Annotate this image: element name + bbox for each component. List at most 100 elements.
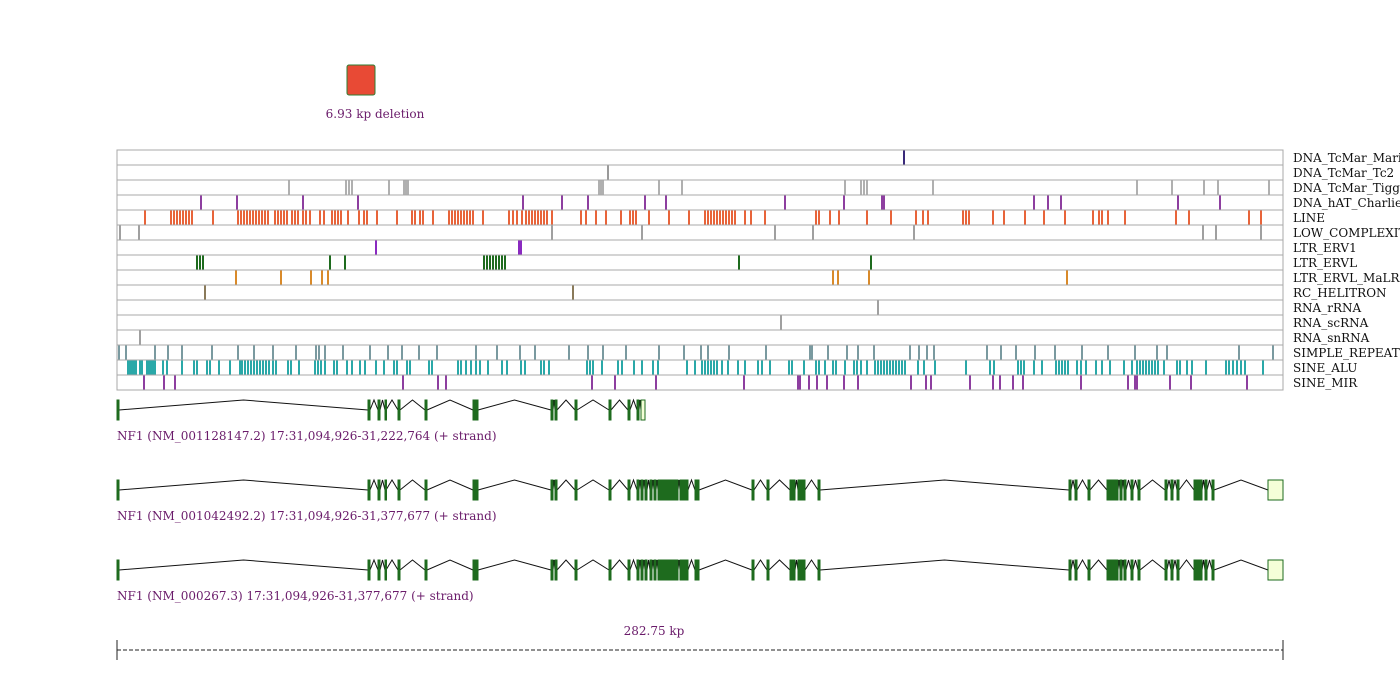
repeat-element[interactable] — [135, 360, 137, 375]
repeat-element[interactable] — [280, 210, 282, 225]
exon[interactable] — [682, 559, 686, 581]
repeat-element[interactable] — [540, 360, 542, 375]
repeat-element[interactable] — [181, 345, 183, 360]
repeat-element[interactable] — [419, 210, 421, 225]
repeat-element[interactable] — [418, 345, 420, 360]
repeat-element[interactable] — [237, 210, 239, 225]
exon[interactable] — [397, 479, 401, 501]
repeat-element[interactable] — [969, 375, 971, 390]
repeat-element[interactable] — [657, 360, 659, 375]
repeat-element[interactable] — [913, 225, 915, 240]
repeat-element[interactable] — [154, 345, 156, 360]
utr-block[interactable] — [640, 399, 646, 421]
repeat-element[interactable] — [635, 210, 637, 225]
repeat-element[interactable] — [585, 210, 587, 225]
exon[interactable] — [653, 479, 657, 501]
repeat-element[interactable] — [551, 225, 553, 240]
repeat-element[interactable] — [324, 360, 326, 375]
exon[interactable] — [666, 479, 670, 501]
repeat-element[interactable] — [866, 360, 868, 375]
repeat-element[interactable] — [811, 345, 813, 360]
repeat-element[interactable] — [600, 180, 602, 195]
repeat-element[interactable] — [1003, 210, 1005, 225]
repeat-element[interactable] — [345, 180, 347, 195]
repeat-element[interactable] — [139, 360, 141, 375]
repeat-element[interactable] — [1064, 360, 1066, 375]
repeat-element[interactable] — [761, 360, 763, 375]
repeat-element[interactable] — [534, 345, 536, 360]
exon[interactable] — [751, 559, 755, 581]
repeat-element[interactable] — [737, 360, 739, 375]
exon[interactable] — [377, 559, 381, 581]
repeat-element[interactable] — [898, 360, 900, 375]
repeat-element[interactable] — [520, 360, 522, 375]
repeat-element[interactable] — [641, 360, 643, 375]
repeat-element[interactable] — [992, 210, 994, 225]
repeat-element[interactable] — [668, 210, 670, 225]
repeat-element[interactable] — [314, 360, 316, 375]
exon[interactable] — [636, 399, 640, 421]
repeat-element[interactable] — [1107, 345, 1109, 360]
repeat-element[interactable] — [315, 345, 317, 360]
exon[interactable] — [384, 399, 387, 421]
repeat-element[interactable] — [716, 210, 718, 225]
repeat-element[interactable] — [1244, 360, 1246, 375]
repeat-element[interactable] — [486, 255, 488, 270]
repeat-element[interactable] — [829, 210, 831, 225]
repeat-element[interactable] — [470, 360, 472, 375]
repeat-element[interactable] — [1203, 180, 1205, 195]
exon[interactable] — [1087, 559, 1091, 581]
exon[interactable] — [384, 479, 387, 501]
repeat-element[interactable] — [342, 345, 344, 360]
repeat-element[interactable] — [744, 360, 746, 375]
exon[interactable] — [472, 399, 476, 421]
repeat-element[interactable] — [1219, 195, 1221, 210]
repeat-element[interactable] — [962, 210, 964, 225]
repeat-element[interactable] — [721, 360, 723, 375]
repeat-element[interactable] — [784, 195, 786, 210]
repeat-element[interactable] — [1260, 210, 1262, 225]
repeat-element[interactable] — [791, 360, 793, 375]
exon[interactable] — [1115, 479, 1119, 501]
repeat-element[interactable] — [235, 270, 237, 285]
exon[interactable] — [1123, 559, 1127, 581]
repeat-element[interactable] — [127, 360, 129, 375]
exon[interactable] — [475, 559, 479, 581]
exon[interactable] — [424, 559, 428, 581]
repeat-element[interactable] — [922, 210, 924, 225]
repeat-element[interactable] — [1054, 345, 1056, 360]
repeat-element[interactable] — [261, 210, 263, 225]
repeat-element[interactable] — [629, 210, 631, 225]
repeat-element[interactable] — [268, 360, 270, 375]
repeat-element[interactable] — [375, 360, 377, 375]
repeat-element[interactable] — [744, 210, 746, 225]
repeat-element[interactable] — [1134, 375, 1136, 390]
repeat-element[interactable] — [119, 225, 121, 240]
repeat-element[interactable] — [522, 195, 524, 210]
repeat-element[interactable] — [780, 315, 782, 330]
repeat-element[interactable] — [302, 195, 304, 210]
exon[interactable] — [660, 479, 664, 501]
exon[interactable] — [367, 479, 371, 501]
repeat-element[interactable] — [1033, 360, 1035, 375]
repeat-element[interactable] — [681, 180, 683, 195]
exon[interactable] — [367, 559, 371, 581]
repeat-element[interactable] — [918, 345, 920, 360]
repeat-element[interactable] — [895, 360, 897, 375]
exon[interactable] — [663, 559, 667, 581]
exon[interactable] — [1074, 559, 1078, 581]
repeat-element[interactable] — [200, 195, 202, 210]
repeat-element[interactable] — [432, 210, 434, 225]
exon[interactable] — [384, 559, 387, 581]
repeat-element[interactable] — [621, 360, 623, 375]
repeat-element[interactable] — [212, 210, 214, 225]
exon[interactable] — [672, 479, 676, 501]
exon[interactable] — [424, 399, 428, 421]
repeat-element[interactable] — [1260, 225, 1262, 240]
repeat-element[interactable] — [1134, 345, 1136, 360]
repeat-element[interactable] — [259, 360, 261, 375]
repeat-element[interactable] — [246, 210, 248, 225]
repeat-element[interactable] — [1095, 360, 1097, 375]
repeat-element[interactable] — [1215, 225, 1217, 240]
exon[interactable] — [1106, 559, 1110, 581]
